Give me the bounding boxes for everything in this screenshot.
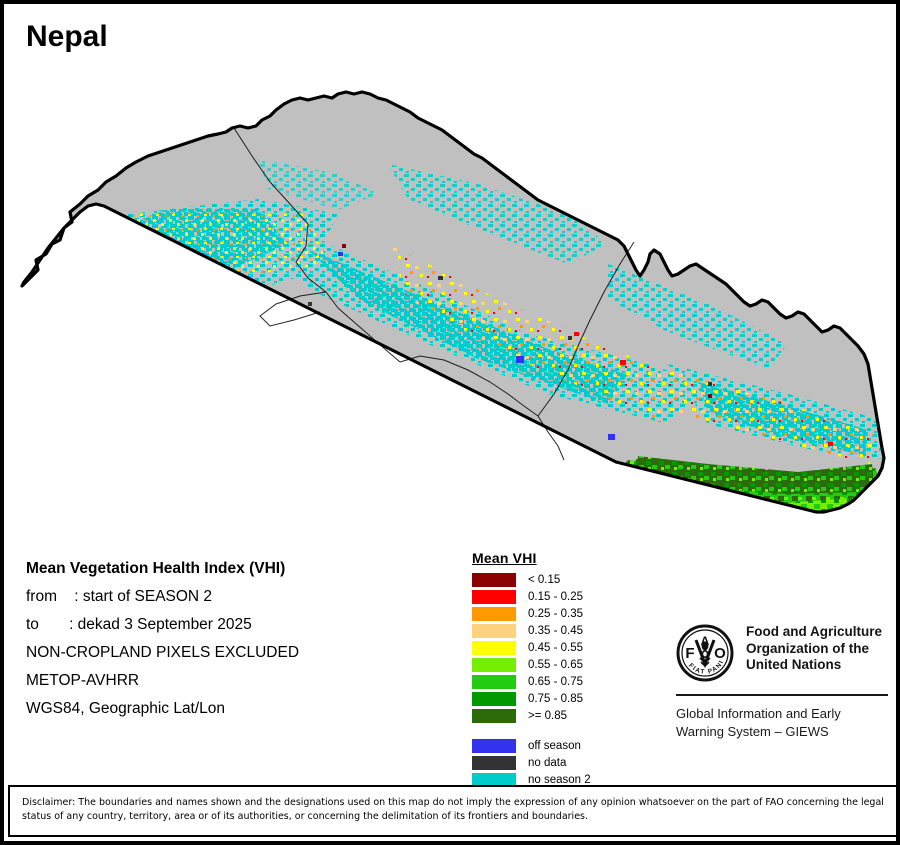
map-info-block: Mean Vegetation Health Index (VHI) from … (26, 555, 456, 723)
legend-special-label: no data (528, 756, 567, 769)
info-projection: WGS84, Geographic Lat/Lon (26, 700, 226, 717)
legend-spacer (472, 724, 642, 737)
svg-text:O: O (714, 645, 726, 662)
legend-class-swatch (472, 691, 516, 706)
fao-branding: F A O FIAT PANIS Food and AgricultureOrg… (676, 624, 888, 741)
fao-organization-line-2: Organization of the (746, 640, 869, 656)
legend-title: Mean VHI (472, 550, 537, 566)
legend-class-swatch (472, 589, 516, 604)
disclaimer-text: Disclaimer: The boundaries and names sho… (22, 797, 884, 822)
map-canvas[interactable] (8, 64, 896, 534)
legend-special-row[interactable]: no data (472, 754, 642, 771)
legend-class-label: 0.65 - 0.75 (528, 675, 583, 688)
legend-class-label: 0.55 - 0.65 (528, 658, 583, 671)
legend-class-row[interactable]: 0.45 - 0.55 (472, 639, 642, 656)
legend-class-list: < 0.15 0.15 - 0.25 0.25 - 0.35 0.35 - 0.45 0… (472, 571, 642, 724)
legend-class-row[interactable]: 0.75 - 0.85 (472, 690, 642, 707)
legend-special-swatch (472, 755, 516, 770)
legend-class-row[interactable]: 0.15 - 0.25 (472, 588, 642, 605)
info-exclusion: NON-CROPLAND PIXELS EXCLUDED (26, 644, 300, 661)
legend-class-label: 0.45 - 0.55 (528, 641, 583, 654)
west-valley-fingers (66, 288, 278, 424)
info-heading: Mean Vegetation Health Index (VHI) (26, 560, 286, 577)
legend-class-label: 0.75 - 0.85 (528, 692, 583, 705)
info-sensor: METOP-AVHRR (26, 672, 140, 689)
fao-organization-line-1: Food and Agriculture (746, 624, 882, 639)
legend-special-label: off season (528, 739, 581, 752)
legend-class-row[interactable]: < 0.15 (472, 571, 642, 588)
fao-organization-line-3: United Nations (746, 657, 842, 672)
svg-text:F: F (685, 645, 694, 662)
legend: Mean VHI < 0.15 0.15 - 0.25 0.25 - 0.35 0.3… (472, 550, 642, 805)
page-title: Nepal (26, 20, 108, 53)
legend-class-row[interactable]: 0.25 - 0.35 (472, 605, 642, 622)
giews-programme-name: Global Information and Early Warning Syst… (676, 705, 888, 741)
legend-class-row[interactable]: 0.55 - 0.65 (472, 656, 642, 673)
low-vhi-pixels (342, 244, 833, 446)
legend-class-label: 0.35 - 0.45 (528, 624, 583, 637)
fao-logo-icon: F A O FIAT PANIS (676, 624, 734, 682)
legend-class-label: 0.15 - 0.25 (528, 590, 583, 603)
giews-programme-line-2: Warning System – GIEWS (676, 724, 829, 739)
legend-class-swatch (472, 708, 516, 723)
info-to: to : dekad 3 September 2025 (26, 616, 252, 633)
legend-special-swatch (472, 772, 516, 787)
fao-organization-name: Food and Agriculture Organization of the U… (746, 624, 882, 674)
legend-class-row[interactable]: 0.65 - 0.75 (472, 673, 642, 690)
legend-class-swatch (472, 657, 516, 672)
info-from: from : start of SEASON 2 (26, 588, 213, 605)
divider (676, 694, 888, 696)
disclaimer-box: Disclaimer: The boundaries and names sho… (8, 785, 896, 837)
legend-class-swatch (472, 572, 516, 587)
legend-class-row[interactable]: >= 0.85 (472, 707, 642, 724)
giews-programme-line-1: Global Information and Early (676, 706, 841, 721)
legend-special-label: no season 2 (528, 773, 591, 786)
legend-special-row[interactable]: no season 2 (472, 771, 642, 788)
province-boundaries (233, 127, 635, 461)
legend-class-label: 0.25 - 0.35 (528, 607, 583, 620)
legend-class-swatch (472, 606, 516, 621)
legend-special-row[interactable]: off season (472, 737, 642, 754)
legend-class-label: < 0.15 (528, 573, 561, 586)
no-data-patches (308, 276, 712, 386)
legend-class-swatch (472, 674, 516, 689)
legend-special-swatch (472, 738, 516, 753)
legend-class-label: >= 0.85 (528, 709, 568, 722)
legend-class-row[interactable]: 0.35 - 0.45 (472, 622, 642, 639)
nepal-map-svg (20, 90, 886, 514)
legend-class-swatch (472, 640, 516, 655)
svg-text:A: A (701, 634, 710, 648)
legend-class-swatch (472, 623, 516, 638)
